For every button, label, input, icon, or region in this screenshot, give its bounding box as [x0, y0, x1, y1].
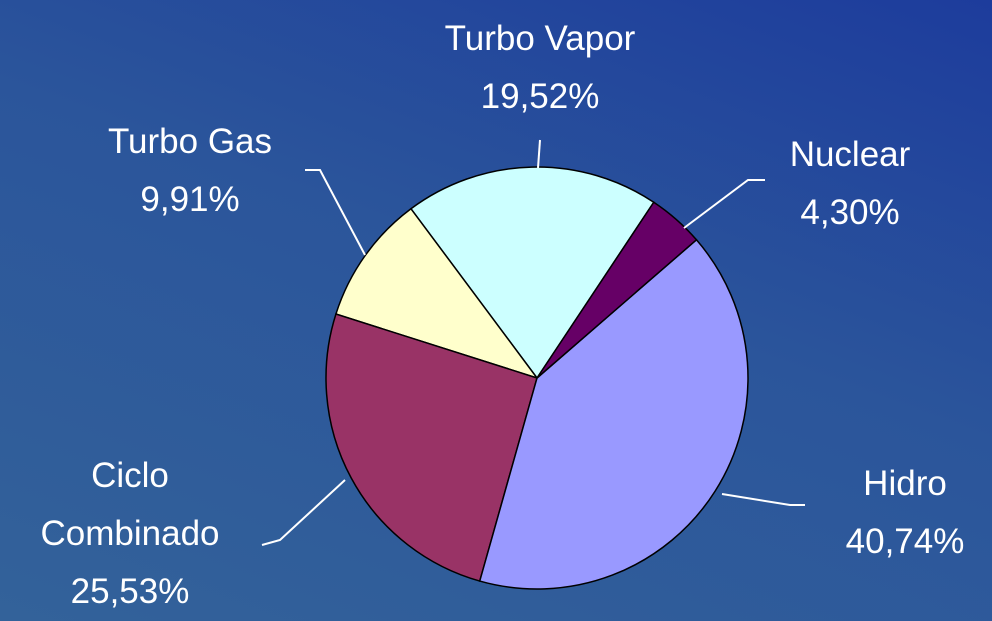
category-label: Ciclo Combinado — [40, 456, 220, 553]
pie-slice — [409, 166, 655, 380]
pie-slice — [334, 207, 539, 380]
category-label: Nuclear — [789, 135, 911, 174]
slice-label: Turbo Vapor 19,52% — [420, 10, 660, 126]
category-label: Turbo Gas — [107, 122, 273, 161]
pie-slice — [325, 313, 538, 583]
slice-label: Turbo Gas 9,91% — [70, 113, 310, 229]
category-label: Hidro — [863, 464, 947, 503]
slice-label: Nuclear 4,30% — [730, 126, 970, 242]
value-label: 19,52% — [480, 77, 600, 116]
value-label: 40,74% — [845, 522, 965, 561]
category-label: Turbo Vapor — [444, 19, 636, 58]
value-label: 25,53% — [70, 572, 190, 611]
pie-slice — [478, 238, 749, 590]
slice-label: Hidro 40,74% — [785, 455, 992, 571]
pie-slice — [536, 201, 698, 379]
leader-line — [261, 479, 346, 546]
value-label: 9,91% — [140, 180, 240, 219]
leader-line — [721, 493, 805, 506]
leader-line — [683, 179, 765, 229]
value-label: 4,30% — [800, 193, 900, 232]
leader-line — [305, 169, 366, 256]
leader-line — [537, 139, 541, 169]
slice-label: Ciclo Combinado 25,53% — [10, 447, 250, 621]
